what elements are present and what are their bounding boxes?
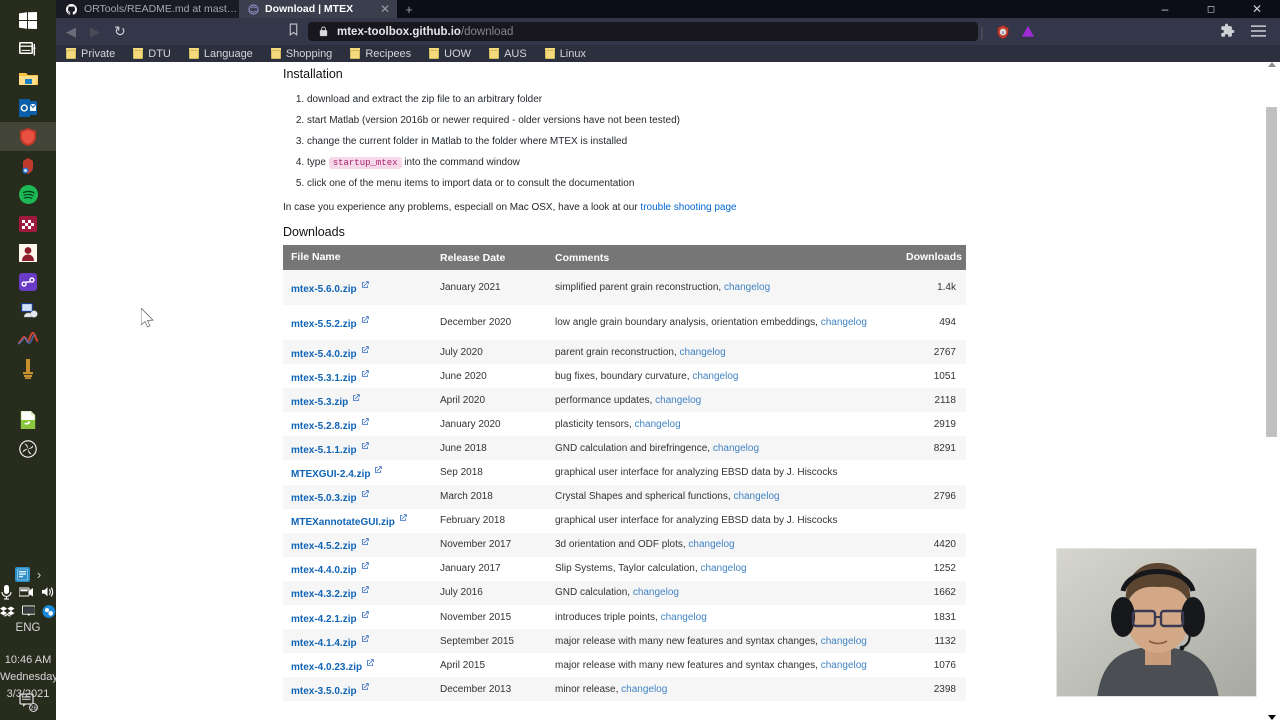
svg-text:26: 26 — [30, 706, 37, 712]
